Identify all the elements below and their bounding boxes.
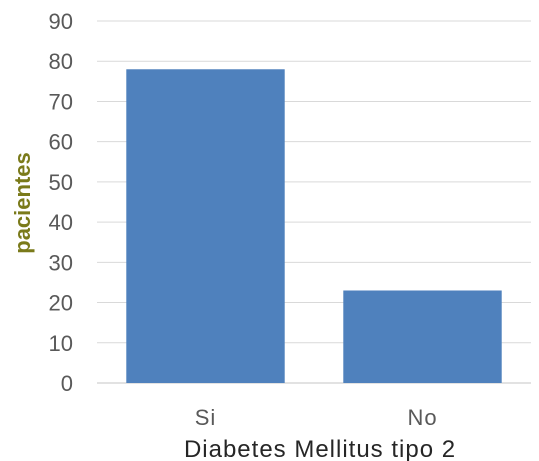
y-tick-label: 30 — [49, 250, 73, 275]
y-tick-label: 0 — [61, 371, 73, 396]
bars — [126, 69, 502, 384]
y-tick-label: 20 — [49, 291, 73, 316]
y-axis-label: pacientes — [10, 152, 35, 254]
x-axis-categories: Si No — [195, 405, 437, 430]
x-axis-label: Diabetes Mellitus tipo 2 — [184, 436, 456, 461]
y-tick-label: 50 — [49, 170, 73, 195]
y-tick-label: 60 — [49, 130, 73, 155]
x-category-label: Si — [195, 405, 217, 430]
y-tick-label: 40 — [49, 210, 73, 235]
y-tick-label: 80 — [49, 49, 73, 74]
y-tick-label: 70 — [49, 89, 73, 114]
y-axis-ticks: 0 10 20 30 40 50 60 70 80 90 — [49, 9, 73, 396]
x-category-label: No — [407, 405, 437, 430]
bar-no — [343, 290, 502, 383]
y-tick-label: 90 — [49, 9, 73, 34]
y-tick-label: 10 — [49, 331, 73, 356]
bar-si — [126, 69, 285, 384]
